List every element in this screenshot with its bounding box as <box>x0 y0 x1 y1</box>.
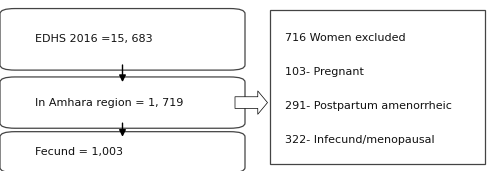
FancyBboxPatch shape <box>0 132 245 171</box>
FancyBboxPatch shape <box>0 9 245 70</box>
Text: 322- Infecund/menopausal: 322- Infecund/menopausal <box>285 135 434 145</box>
Text: 103- Pregnant: 103- Pregnant <box>285 67 364 77</box>
FancyBboxPatch shape <box>270 10 485 164</box>
Text: EDHS 2016 =15, 683: EDHS 2016 =15, 683 <box>35 34 152 44</box>
Text: 291- Postpartum amenorrheic: 291- Postpartum amenorrheic <box>285 101 452 111</box>
Text: Fecund = 1,003: Fecund = 1,003 <box>35 147 123 157</box>
Text: In Amhara region = 1, 719: In Amhara region = 1, 719 <box>35 98 184 108</box>
Text: 716 Women excluded: 716 Women excluded <box>285 33 406 43</box>
FancyBboxPatch shape <box>0 77 245 128</box>
